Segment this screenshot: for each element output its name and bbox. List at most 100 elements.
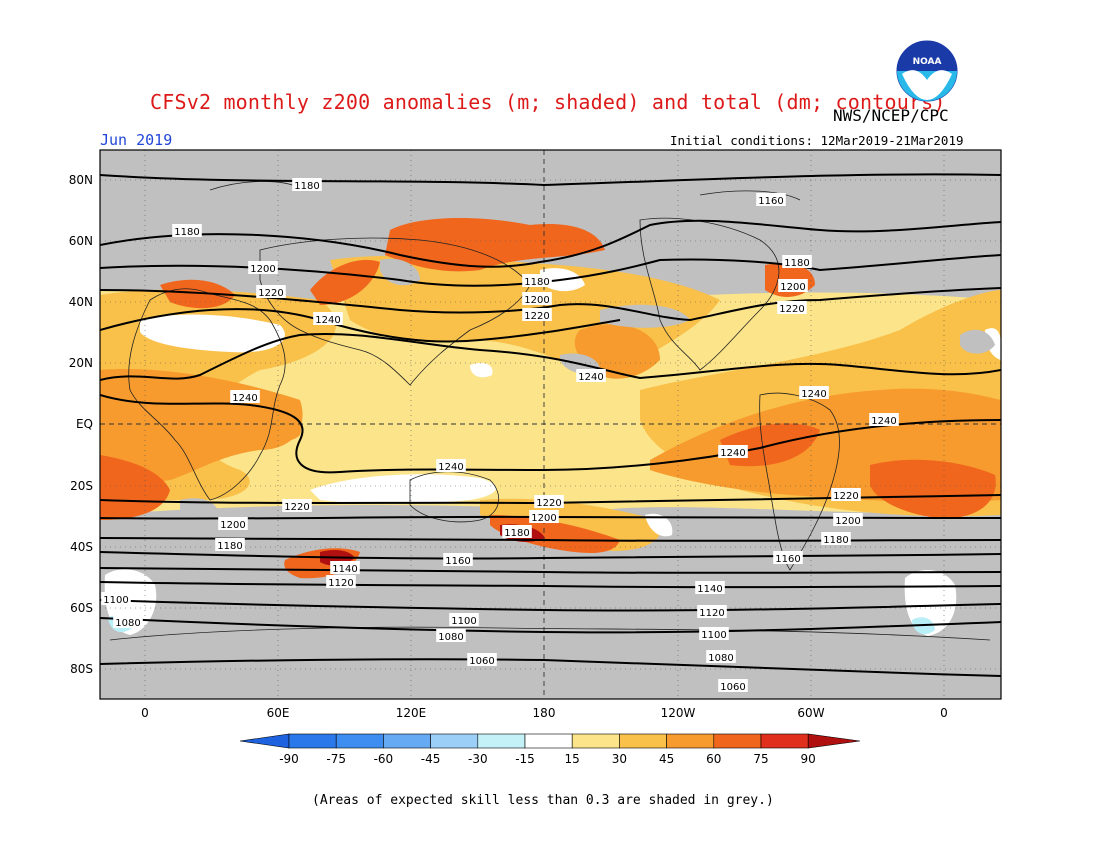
colorbar-label: 75 [753,752,768,766]
contour-label: 1220 [536,498,561,509]
colorbar-swatch [713,733,762,749]
latitude-label: 40N [69,295,93,309]
contour-label: 1180 [217,541,242,552]
contour-label: 1160 [758,196,783,207]
contour-label: 1140 [332,564,357,575]
initial-conditions: Initial conditions: 12Mar2019-21Mar2019 [670,133,964,148]
contour-label: 1240 [315,315,340,326]
low-skill-patch-south [180,498,220,524]
contour-label-bg [282,499,312,512]
contour-label: 1100 [701,630,726,641]
contour-label: 1240 [232,393,257,404]
contour-label: 1080 [115,618,140,629]
contour-label-bg [697,605,727,618]
contour-label-bg [821,532,851,545]
anomaly-dark-orange-india [262,409,301,442]
colorbar-swatch [383,733,431,749]
contour-label: 1120 [328,578,353,589]
contour-label-bg [799,386,829,399]
contour-label: 1240 [578,372,603,383]
colorbar-left-arrow [239,733,290,749]
latitude-label: 80S [70,662,93,676]
contour-label-bg [695,581,725,594]
anomaly-red-asia [310,259,380,305]
contour-label-bg [869,413,899,426]
anomaly-white-south-pacific [645,513,673,537]
contour-label-bg [326,575,356,588]
contour-label: 1180 [784,258,809,269]
forecast-month: Jun 2019 [100,131,173,149]
colorbar-swatch [430,733,479,749]
contour-label: 1180 [294,181,319,192]
anomaly-white-north-africa [140,314,285,353]
anomaly-white-australia [310,474,497,504]
contour-label-bg [436,629,466,642]
contour-label-bg [522,274,552,287]
contour-label-bg [330,561,360,574]
contour-label-bg [436,459,466,472]
low-skill-patch-east [960,329,995,354]
latitude-label: 60N [69,234,93,248]
colorbar-label: -15 [515,752,535,766]
contour-label-bg [778,279,808,292]
anomaly-white-pacific-patch [470,363,493,378]
longitude-label: 60E [267,706,290,720]
contour-label-bg [756,193,786,206]
colorbar-label: 60 [706,752,721,766]
anomaly-red-arctic [385,218,605,272]
contour-label-bg [230,390,260,403]
colorbar-label: 45 [659,752,674,766]
latitude-label: 80N [69,173,93,187]
contour-label-bg [215,538,245,551]
noaa-logo: NOAA [896,40,958,102]
contour-label-bg [292,178,322,191]
colorbar-swatch [571,733,620,749]
contour-label-bg [522,292,552,305]
contour-label: 1220 [524,311,549,322]
colorbar-label: -60 [374,752,394,766]
contour-label: 1200 [220,520,245,531]
anomaly-red-atlantic-south [100,455,170,520]
contour-label: 1120 [699,608,724,619]
contour-label: 1200 [780,282,805,293]
contour-label: 1160 [775,554,800,565]
latitude-label: EQ [76,417,93,431]
contour-label: 1220 [833,491,858,502]
colorbar-swatch [619,733,667,749]
contour-label-bg [218,517,248,530]
contour-label-bg [706,650,736,663]
contour-label: 1140 [697,584,722,595]
colorbar-right-arrow [807,733,861,749]
contour-label-bg [313,312,343,325]
latitude-label: 40S [70,540,93,554]
contour-label-bg [576,369,606,382]
colorbar-label: -75 [326,752,346,766]
contour-label-bg [522,308,552,321]
latitude-label: 20N [69,356,93,370]
colorbar-label: 15 [565,752,580,766]
anomaly-red-east [870,459,996,519]
contour-label: 1060 [720,682,745,693]
colorbar-label: 30 [612,752,627,766]
contour-label: 1220 [779,304,804,315]
contour-label: 1200 [250,264,275,275]
anomaly-red-south-pacific [490,515,620,553]
contour-label: 1200 [531,513,556,524]
low-skill-patch-north-pacific [600,304,690,328]
contour-label-bg [529,510,559,523]
noaa-logo-text: NOAA [913,57,942,67]
contour-label: 1180 [504,528,529,539]
contour-label-bg [256,285,286,298]
footnote: (Areas of expected skill less than 0.3 a… [312,793,774,808]
contour-label-bg [502,525,532,538]
longitude-label: 180 [533,706,556,720]
anomaly-red-europe [160,279,235,309]
contour-label-bg [718,445,748,458]
latitude-label: 20S [70,479,93,493]
contour-label-bg [777,301,807,314]
colorbar-label: 90 [801,752,816,766]
latitude-label: 60S [70,601,93,615]
colorbar-swatch [288,733,337,749]
colorbar-swatch [760,733,809,749]
contour-label: 1240 [438,462,463,473]
